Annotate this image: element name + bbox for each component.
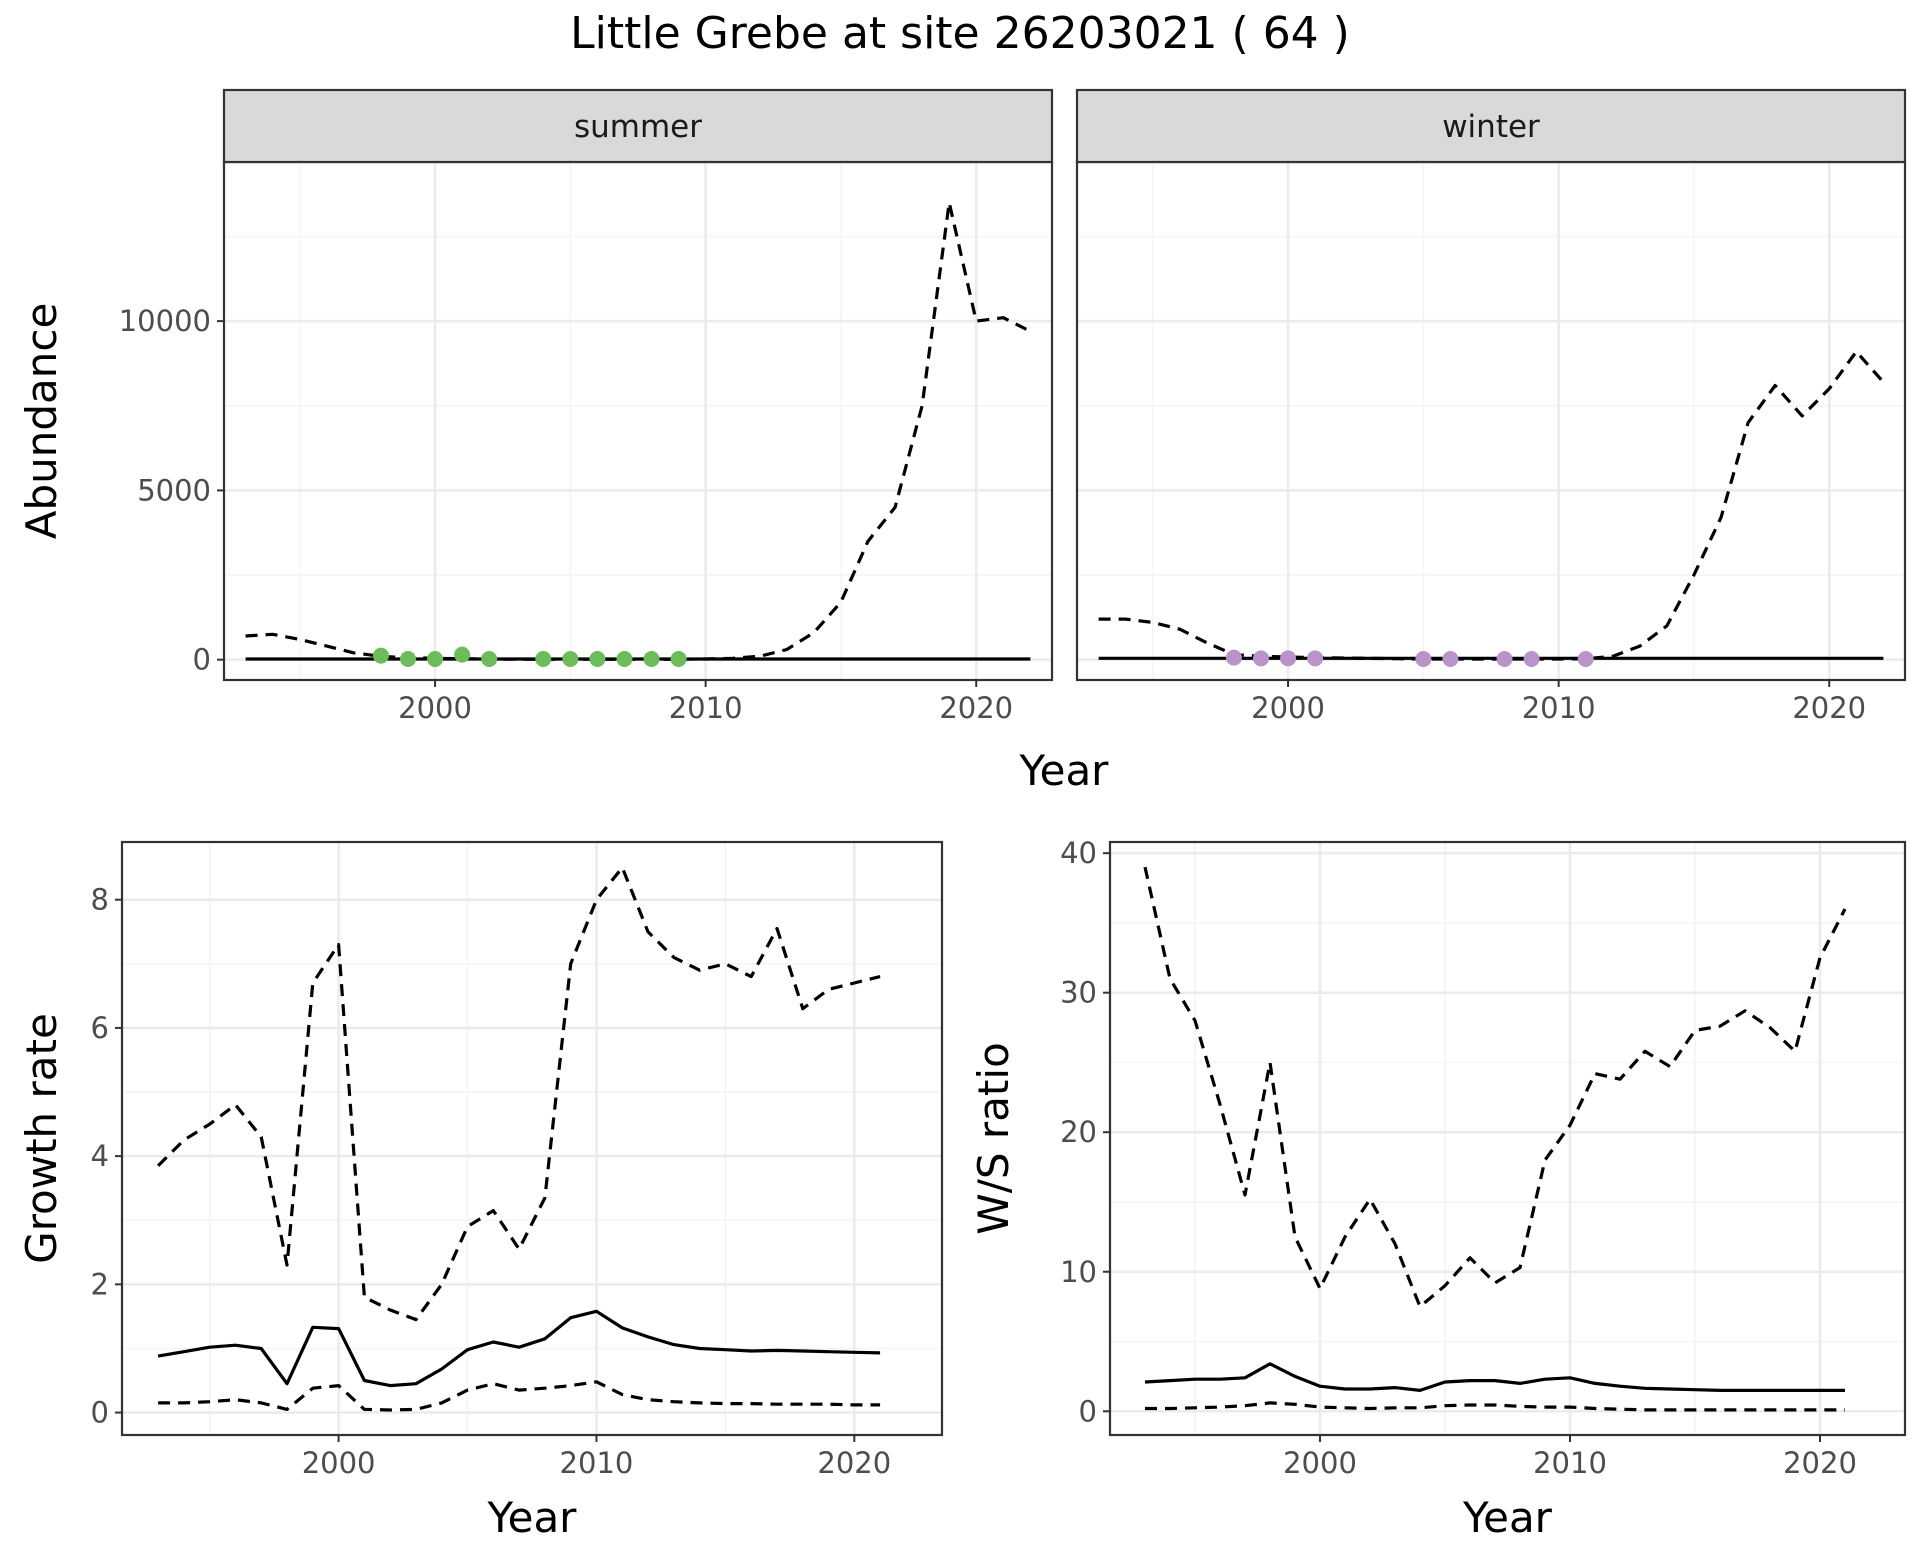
y-tick-label: 6 [91, 1011, 109, 1045]
y-tick-label: 2 [91, 1267, 109, 1301]
data-point [1280, 650, 1297, 667]
x-axis-title: Year [1019, 746, 1110, 795]
data-point [400, 651, 416, 668]
facet-strip-label: summer [574, 109, 702, 145]
facet-strip [1075, 88, 1907, 164]
y-tick-label: 0 [1079, 1394, 1097, 1428]
dashed-series-line [156, 865, 881, 1322]
solid-series-line [1144, 1362, 1845, 1393]
data-point [1523, 651, 1540, 668]
x-tick-label: 2000 [398, 691, 472, 725]
data-point [1577, 651, 1594, 668]
y-tick-label: 40 [1060, 836, 1097, 870]
ws-ratio-plot: 2000 2010 2020 0 10 20 30 40 Year W/S ratio [969, 836, 1907, 1542]
facet-panel-summer: 2000 2010 2020 0 5000 10000 summer [119, 88, 1054, 725]
x-tick-label: 2000 [1283, 1446, 1357, 1480]
y-tick-label: 8 [91, 883, 109, 917]
dashed-series-line [1145, 1401, 1845, 1412]
data-point [535, 651, 552, 668]
panel-background [1077, 162, 1905, 680]
data-point [481, 651, 498, 668]
data-point [562, 651, 579, 668]
y-tick-label: 30 [1060, 976, 1097, 1010]
x-axis-title: Year [1462, 1493, 1553, 1542]
data-point [1225, 649, 1242, 666]
x-tick-label: 2010 [1522, 691, 1596, 725]
y-tick-label: 10 [1060, 1255, 1097, 1289]
x-tick-label: 2000 [1251, 691, 1325, 725]
x-tick-label: 2000 [302, 1446, 376, 1480]
data-point [1442, 651, 1459, 668]
x-tick-label: 2020 [817, 1446, 891, 1480]
x-tick-label: 2020 [939, 691, 1013, 725]
abundance-facet-plot: 2000 2010 2020 0 5000 10000 summer 2000 2010 2020… [17, 88, 1907, 795]
y-axis-title: Growth rate [17, 1013, 66, 1264]
data-point [1307, 650, 1324, 667]
panel-background [224, 162, 1052, 680]
x-tick-label: 2010 [669, 691, 743, 725]
y-axis-title: W/S ratio [969, 1042, 1018, 1235]
data-point [1253, 650, 1269, 667]
data-point [1496, 651, 1513, 668]
data-point [372, 647, 389, 664]
y-axis-title: Abundance [17, 303, 66, 540]
dashed-series-line [158, 1380, 881, 1412]
x-tick-label: 2020 [1792, 691, 1866, 725]
data-point [616, 651, 633, 668]
dashed-series-line [1143, 866, 1847, 1309]
growth-rate-plot: 2000 2010 2020 0 2 4 6 8 Year Growth rate [17, 840, 944, 1542]
x-tick-label: 2010 [560, 1446, 634, 1480]
chart-title: Little Grebe at site 26203021 ( 64 ) [570, 8, 1350, 59]
panel-background [1110, 842, 1905, 1435]
facet-strip [222, 88, 1054, 164]
panel-border [120, 840, 944, 1437]
y-tick-label: 10000 [119, 304, 211, 338]
y-tick-label: 20 [1060, 1115, 1097, 1149]
data-point [589, 651, 606, 668]
dashed-series-line [245, 201, 1032, 661]
data-point [427, 651, 444, 668]
y-tick-label: 4 [91, 1139, 109, 1173]
panel-background [122, 842, 942, 1435]
data-point [454, 646, 471, 663]
panel-border [1108, 840, 1907, 1437]
data-point [643, 651, 660, 668]
x-axis-title: Year [487, 1493, 578, 1542]
x-tick-label: 2020 [1783, 1446, 1857, 1480]
data-point [1415, 651, 1432, 668]
y-tick-label: 0 [91, 1396, 109, 1430]
dashed-series-line [1098, 350, 1885, 661]
facet-strip-label: winter [1442, 109, 1540, 145]
solid-series-line [157, 1309, 881, 1388]
data-point [670, 651, 687, 668]
y-tick-label: 5000 [137, 473, 211, 507]
y-tick-label: 0 [193, 643, 211, 677]
x-tick-label: 2010 [1533, 1446, 1607, 1480]
facet-panel-winter: 2000 2010 2020 winter [1075, 88, 1907, 725]
